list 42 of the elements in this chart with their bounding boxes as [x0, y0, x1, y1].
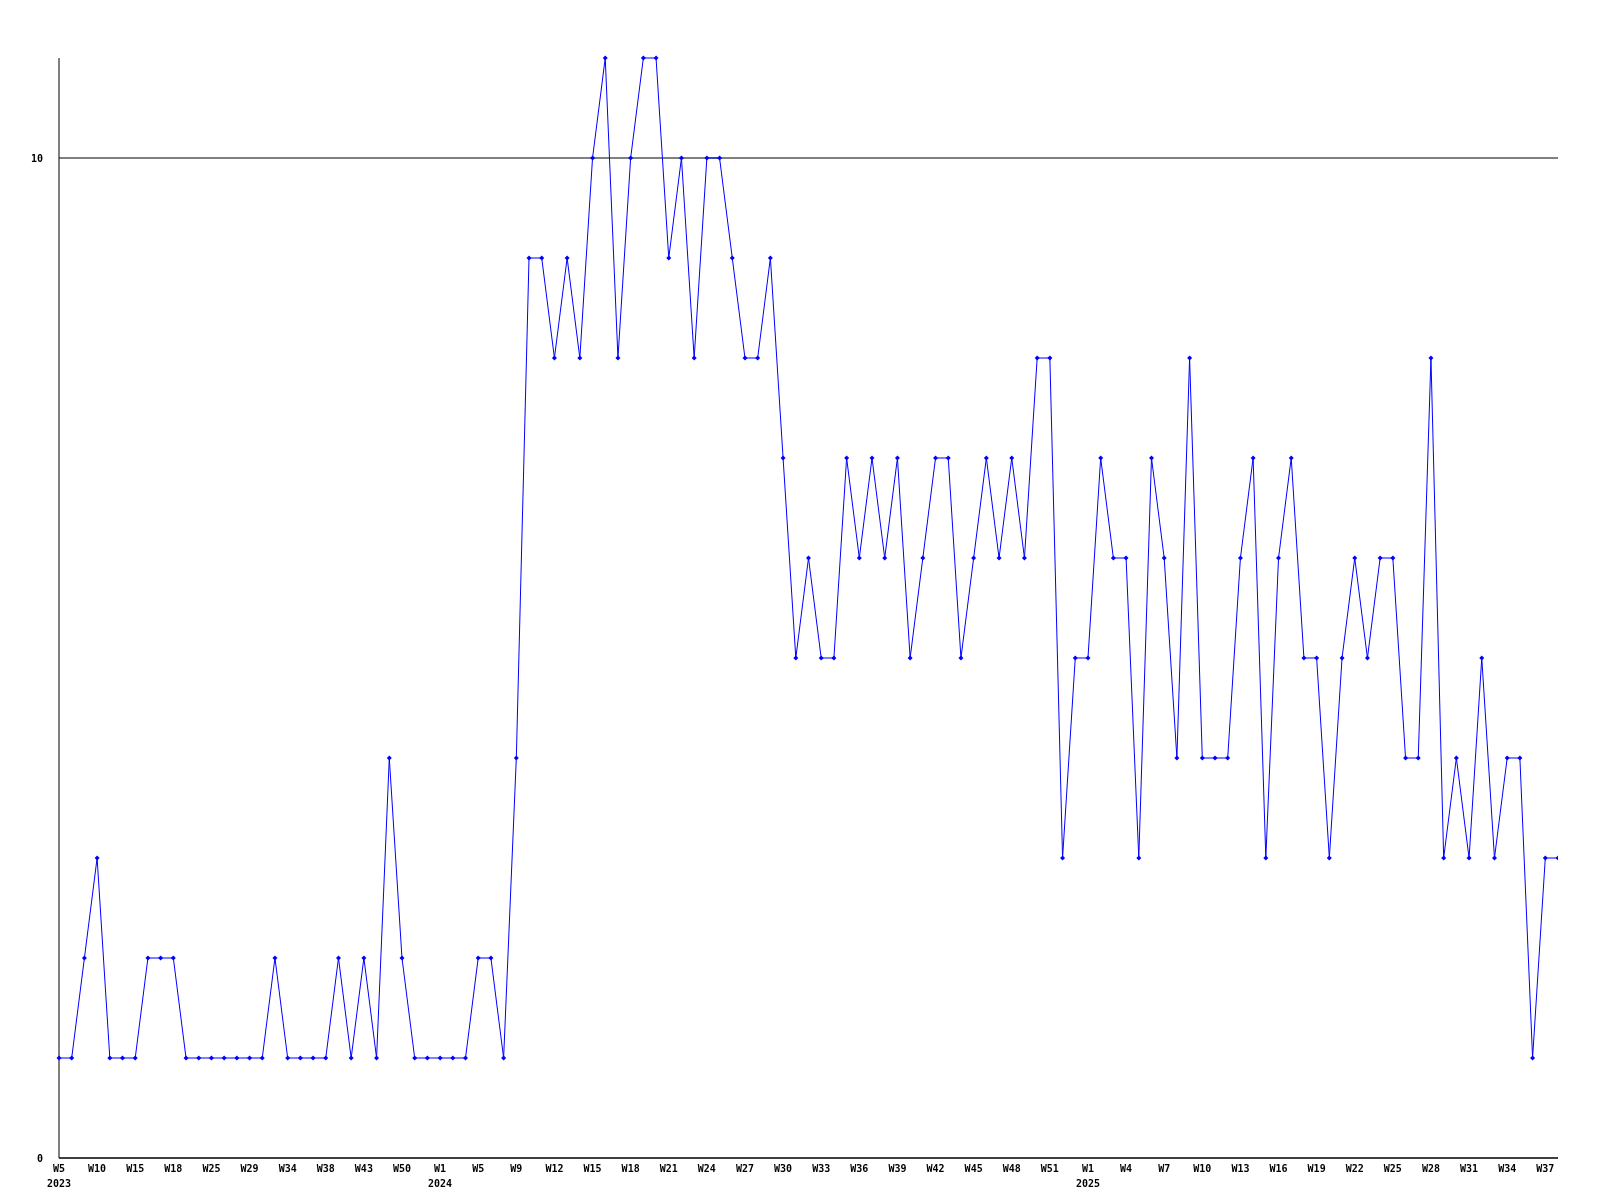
x-tick-label: W5 2023: [46, 1163, 72, 1189]
x-tick-label: W10: [1193, 1163, 1212, 1174]
x-tick-label: W1 2024: [428, 1163, 453, 1189]
x-tick-label: W51: [1040, 1163, 1059, 1174]
x-tick-label: W43: [354, 1163, 373, 1174]
x-tick-label: W42: [926, 1163, 945, 1174]
x-tick-label: W24: [697, 1163, 716, 1174]
x-tick-label: W13: [1231, 1163, 1250, 1174]
x-tick-label: W28: [1421, 1163, 1440, 1174]
x-tick-label: W34: [278, 1163, 297, 1174]
x-tick-label: W34: [1498, 1163, 1517, 1174]
x-tick-label: W22: [1345, 1163, 1364, 1174]
x-tick-label: W25: [202, 1163, 221, 1174]
x-tick-label: W18: [164, 1163, 183, 1174]
x-tick-label: W30: [774, 1163, 793, 1174]
x-tick-label: W29: [240, 1163, 259, 1174]
x-tick-label: W21: [659, 1163, 678, 1174]
x-tick-label: W31: [1460, 1163, 1479, 1174]
x-tick-label: W16: [1269, 1163, 1288, 1174]
x-tick-label: W18: [621, 1163, 640, 1174]
x-tick-label: W15: [583, 1163, 602, 1174]
y-tick-label: 0: [36, 1152, 43, 1164]
x-tick-label: W33: [812, 1163, 831, 1174]
x-tick-label: W15: [126, 1163, 145, 1174]
x-tick-label: W45: [964, 1163, 983, 1174]
x-tick-label: W38: [316, 1163, 335, 1174]
x-tick-label: W4: [1120, 1163, 1133, 1174]
x-tick-label: W9: [510, 1163, 523, 1174]
x-tick-label: W5: [472, 1163, 485, 1174]
y-tick-label: 10: [30, 152, 43, 164]
x-tick-label: W37: [1536, 1163, 1555, 1174]
x-tick-label: W19: [1307, 1163, 1326, 1174]
x-tick-label: W12: [545, 1163, 564, 1174]
x-tick-label: W7: [1158, 1163, 1171, 1174]
x-tick-label: W27: [735, 1163, 755, 1174]
x-tick-label: W10: [88, 1163, 107, 1174]
x-tick-label: W36: [850, 1163, 869, 1174]
x-tick-label: W25: [1383, 1163, 1402, 1174]
x-tick-label: W1 2025: [1075, 1163, 1101, 1189]
x-tick-label: W48: [1002, 1163, 1021, 1174]
x-tick-label: W50: [392, 1163, 412, 1174]
x-tick-label: W39: [888, 1163, 907, 1174]
